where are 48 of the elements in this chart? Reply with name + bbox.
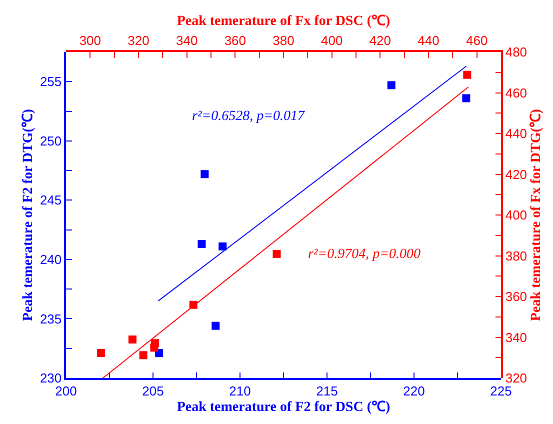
y-tick-label: 235 xyxy=(40,311,62,326)
point xyxy=(212,322,220,330)
y-axis-title: Peak temerature of Fx for DTG(℃) xyxy=(528,108,544,322)
point xyxy=(218,242,227,250)
y-tick-label: 460 xyxy=(505,85,528,100)
point xyxy=(462,94,470,102)
x-tick-label: 300 xyxy=(79,33,102,48)
point xyxy=(139,351,148,360)
x-tick-label: 380 xyxy=(272,33,294,48)
y-tick-label: 240 xyxy=(40,252,62,267)
x-tick-label: 320 xyxy=(128,33,150,48)
y-tick-label: 400 xyxy=(505,208,528,223)
y-axis-title: Peak temerature of F2 for DTG(℃) xyxy=(21,108,36,322)
point xyxy=(463,70,472,79)
x-axis-title: Peak temerature of Fx for DSC (℃) xyxy=(176,14,390,30)
y-tick-label: 230 xyxy=(40,370,62,386)
x-tick-label: 225 xyxy=(490,383,512,398)
x-axis-title: Peak temerature of F2 for DSC (℃) xyxy=(176,400,390,416)
x-tick-label: 460 xyxy=(466,33,488,48)
point xyxy=(387,81,396,90)
y-tick-label: 380 xyxy=(505,248,528,264)
point xyxy=(150,339,159,348)
point xyxy=(97,348,106,357)
annotation: r²=0.9704, p=0.000 xyxy=(308,247,421,262)
point xyxy=(128,335,136,344)
y-tick-label: 250 xyxy=(40,133,62,148)
x-tick-label: 220 xyxy=(403,383,425,398)
y-tick-label: 320 xyxy=(505,370,528,386)
y-tick-label: 340 xyxy=(505,330,528,345)
annotation: r²=0.6528, p=0.017 xyxy=(192,109,306,124)
x-tick-label: 210 xyxy=(229,383,251,398)
x-tick-label: 400 xyxy=(320,33,343,48)
y-tick-label: 245 xyxy=(40,192,62,208)
y-tick-label: 360 xyxy=(505,289,528,304)
x-tick-label: 360 xyxy=(224,33,246,48)
x-tick-label: 215 xyxy=(316,383,338,398)
point xyxy=(200,170,209,178)
y-tick-label: 255 xyxy=(40,74,62,90)
x-tick-label: 200 xyxy=(55,383,77,398)
x-tick-label: 340 xyxy=(176,33,198,48)
x-tick-label: 205 xyxy=(142,383,164,398)
y-tick-label: 480 xyxy=(505,44,528,60)
x-tick-label: 440 xyxy=(418,33,440,48)
x-tick-label: 420 xyxy=(369,33,392,48)
point xyxy=(198,240,206,248)
y-tick-label: 420 xyxy=(505,166,528,182)
y-tick-label: 440 xyxy=(505,126,528,142)
point xyxy=(272,250,281,258)
